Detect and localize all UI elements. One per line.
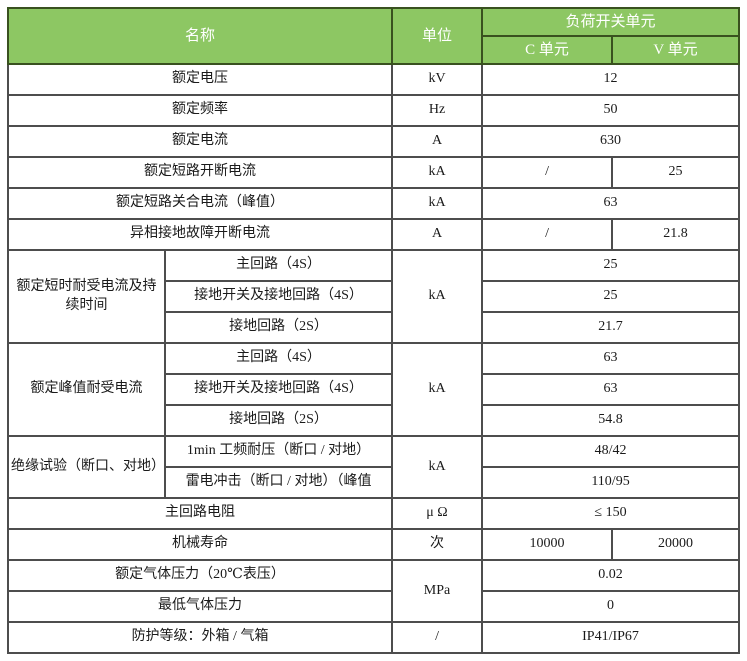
row-label: 机械寿命 bbox=[6, 528, 394, 561]
value-cell: 0.02 bbox=[481, 559, 741, 592]
sub-label: 接地回路（2S） bbox=[163, 311, 394, 344]
row-label: 最低气体压力 bbox=[6, 590, 394, 623]
table-row: 额定短时耐受电流及持续时间 主回路（4S） kA 25 bbox=[7, 249, 741, 344]
group-label: 绝缘试验（断口、对地） bbox=[7, 435, 166, 499]
value-cell: 63 bbox=[481, 342, 741, 375]
value-cell: 0 bbox=[481, 590, 741, 623]
value-cell: 25 bbox=[481, 249, 741, 282]
row-label: 额定气体压力（20℃表压） bbox=[6, 559, 394, 592]
unit-cell: / bbox=[391, 621, 484, 654]
row-label: 额定短路开断电流 bbox=[6, 156, 394, 189]
value-cell: IP41/IP67 bbox=[481, 621, 741, 654]
header-unit: 单位 bbox=[391, 7, 484, 65]
row-label: 额定频率 bbox=[6, 94, 394, 127]
table-header: 名称 单位 负荷开关单元 C 单元 V 单元 bbox=[6, 7, 741, 65]
v-value-cell: 20000 bbox=[611, 528, 741, 561]
spec-table: 名称 单位 负荷开关单元 C 单元 V 单元 额定电压 kV 12 额定频率 H… bbox=[6, 7, 741, 654]
value-cell: 48/42 bbox=[481, 435, 741, 468]
value-cell: 54.8 bbox=[481, 404, 741, 437]
unit-cell: A bbox=[391, 125, 484, 158]
c-value-cell: / bbox=[481, 218, 614, 251]
table-row: 雷电冲击（断口 / 对地）（峰值 110/95 bbox=[8, 466, 741, 499]
unit-cell: μ Ω bbox=[391, 497, 484, 530]
table-row: 额定峰值耐受电流 主回路（4S） kA 63 bbox=[7, 342, 741, 437]
table-row: 额定气体压力（20℃表压） MPa 0.02 bbox=[6, 559, 741, 623]
sub-label: 1min 工频耐压（断口 / 对地） bbox=[163, 435, 394, 468]
header-group: 负荷开关单元 bbox=[481, 7, 741, 37]
unit-cell: kA bbox=[391, 249, 484, 344]
row-label: 额定短路关合电流（峰值） bbox=[6, 187, 394, 220]
value-cell: 21.7 bbox=[481, 311, 741, 344]
v-value-cell: 21.8 bbox=[611, 218, 741, 251]
row-label: 额定电流 bbox=[6, 125, 394, 158]
table-row: 额定频率 Hz 50 bbox=[6, 94, 741, 127]
unit-cell: Hz bbox=[391, 94, 484, 127]
v-value-cell: 25 bbox=[611, 156, 741, 189]
unit-cell: MPa bbox=[391, 559, 484, 623]
table-row: 最低气体压力 0 bbox=[6, 590, 741, 623]
table-row: 防护等级：外箱 / 气箱 / IP41/IP67 bbox=[6, 621, 741, 654]
unit-cell: A bbox=[391, 218, 484, 251]
row-label: 主回路电阻 bbox=[6, 497, 394, 530]
sub-label: 雷电冲击（断口 / 对地）（峰值 bbox=[163, 466, 394, 499]
sub-label: 接地开关及接地回路（4S） bbox=[163, 280, 394, 313]
unit-cell: kA bbox=[391, 156, 484, 189]
header-v-unit: V 单元 bbox=[611, 35, 741, 65]
table-row: 机械寿命 次 10000 20000 bbox=[6, 528, 741, 561]
table-row: 额定电流 A 630 bbox=[6, 125, 741, 158]
sub-label: 主回路（4S） bbox=[163, 342, 394, 375]
group-label: 额定峰值耐受电流 bbox=[7, 342, 166, 437]
sub-label: 接地回路（2S） bbox=[163, 404, 394, 437]
header-name: 名称 bbox=[6, 7, 394, 65]
value-cell: 630 bbox=[481, 125, 741, 158]
row-label: 防护等级：外箱 / 气箱 bbox=[6, 621, 394, 654]
value-cell: ≤ 150 bbox=[481, 497, 741, 530]
unit-cell: 次 bbox=[391, 528, 484, 561]
unit-cell: kA bbox=[391, 435, 484, 499]
value-cell: 25 bbox=[481, 280, 741, 313]
row-label: 异相接地故障开断电流 bbox=[6, 218, 394, 251]
unit-cell: kA bbox=[391, 187, 484, 220]
table-row: 接地回路（2S） 21.7 bbox=[8, 311, 741, 344]
sub-label: 接地开关及接地回路（4S） bbox=[163, 373, 394, 406]
table-row: 接地开关及接地回路（4S） 25 bbox=[8, 280, 741, 313]
table-row: 绝缘试验（断口、对地） 1min 工频耐压（断口 / 对地） kA 48/42 bbox=[7, 435, 741, 499]
group-label: 额定短时耐受电流及持续时间 bbox=[7, 249, 166, 344]
value-cell: 12 bbox=[481, 63, 741, 96]
unit-cell: kA bbox=[391, 342, 484, 437]
c-value-cell: 10000 bbox=[481, 528, 614, 561]
header-c-unit: C 单元 bbox=[481, 35, 614, 65]
value-cell: 63 bbox=[481, 187, 741, 220]
table-row: 接地回路（2S） 54.8 bbox=[8, 404, 741, 437]
value-cell: 63 bbox=[481, 373, 741, 406]
table-row: 接地开关及接地回路（4S） 63 bbox=[8, 373, 741, 406]
value-cell: 50 bbox=[481, 94, 741, 127]
table-row: 异相接地故障开断电流 A / 21.8 bbox=[6, 218, 741, 251]
table-row: 额定短路开断电流 kA / 25 bbox=[6, 156, 741, 189]
sub-label: 主回路（4S） bbox=[163, 249, 394, 282]
row-label: 额定电压 bbox=[6, 63, 394, 96]
table-row: 额定电压 kV 12 bbox=[6, 63, 741, 96]
c-value-cell: / bbox=[481, 156, 614, 189]
value-cell: 110/95 bbox=[481, 466, 741, 499]
unit-cell: kV bbox=[391, 63, 484, 96]
table-row: 额定短路关合电流（峰值） kA 63 bbox=[6, 187, 741, 220]
table-row: 主回路电阻 μ Ω ≤ 150 bbox=[6, 497, 741, 530]
